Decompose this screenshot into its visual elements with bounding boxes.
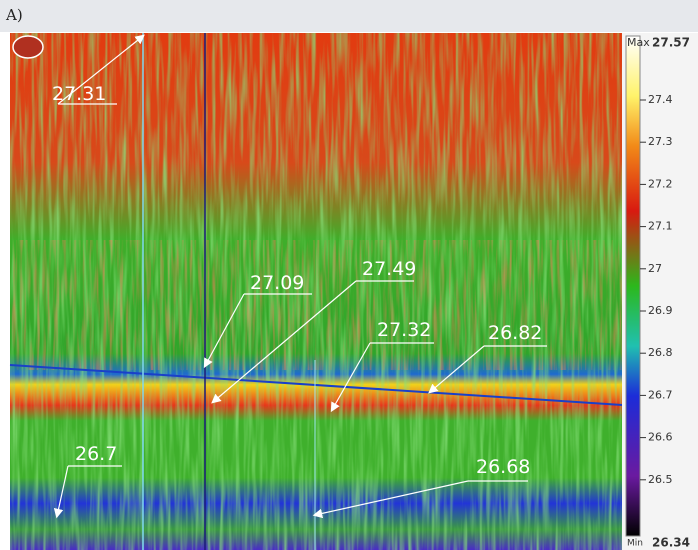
logo [13,36,43,58]
panel-label: A) [5,6,23,24]
min-label: Min [627,539,643,549]
header [0,0,698,32]
temperature-label: 27.31 [52,83,106,105]
tick-label: 26.8 [648,346,673,359]
colorbar [626,36,640,536]
max-value: 27.57 [652,36,690,50]
temperature-label: 27.32 [377,319,431,341]
tick-label: 27.3 [648,135,673,148]
tick-label: 27.1 [648,220,673,233]
page: A) 27.4 27.3 27.2 27.1 27 26.9 26.8 26.7 26.6 26.… [0,0,698,550]
temperature-label: 26.82 [488,322,542,344]
tick-label: 27 [648,262,662,275]
max-label: Max [627,36,650,49]
tick-label: 27.2 [648,177,673,190]
temperature-label: 26.7 [75,443,117,465]
tick-label: 26.7 [648,388,673,401]
tick-label: 26.9 [648,304,673,317]
tick-label: 26.6 [648,431,673,444]
thermal-view: A) 27.4 27.3 27.2 27.1 27 26.9 26.8 26.7 26.6 26.… [0,0,698,550]
temperature-label: 27.09 [250,272,304,294]
tick-label: 26.5 [648,473,673,486]
tick-label: 27.4 [648,93,673,106]
temperature-label: 26.68 [476,456,530,478]
texture [10,240,622,370]
min-value: 26.34 [652,536,690,550]
temperature-label: 27.49 [362,258,416,280]
